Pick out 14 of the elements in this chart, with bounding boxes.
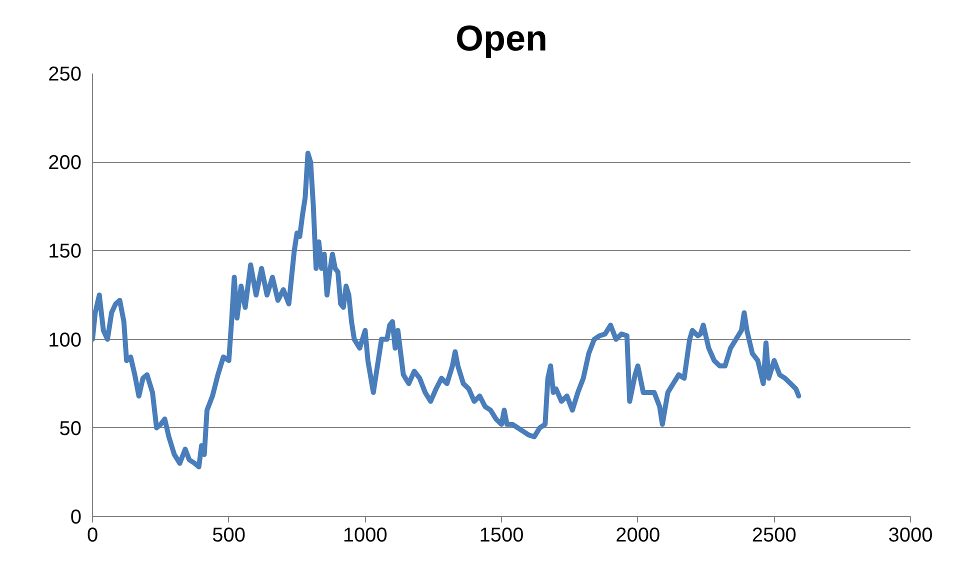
y-tick-label: 250	[48, 64, 82, 86]
x-tick-label: 3000	[888, 524, 933, 546]
x-tick-label: 2500	[752, 524, 796, 546]
y-tick-label: 150	[48, 240, 82, 263]
y-tick-label: 200	[48, 152, 82, 174]
x-tick-label: 500	[212, 524, 246, 546]
y-tick-label: 0	[70, 506, 82, 528]
chart-title: Open	[456, 18, 548, 58]
y-tick-label: 100	[48, 329, 82, 352]
x-tick-label: 1000	[342, 524, 388, 546]
x-tick-label: 0	[86, 524, 98, 546]
x-tick-label: 2000	[616, 524, 660, 546]
y-tick-label: 50	[59, 418, 82, 440]
x-tick-label: 1500	[479, 524, 524, 546]
